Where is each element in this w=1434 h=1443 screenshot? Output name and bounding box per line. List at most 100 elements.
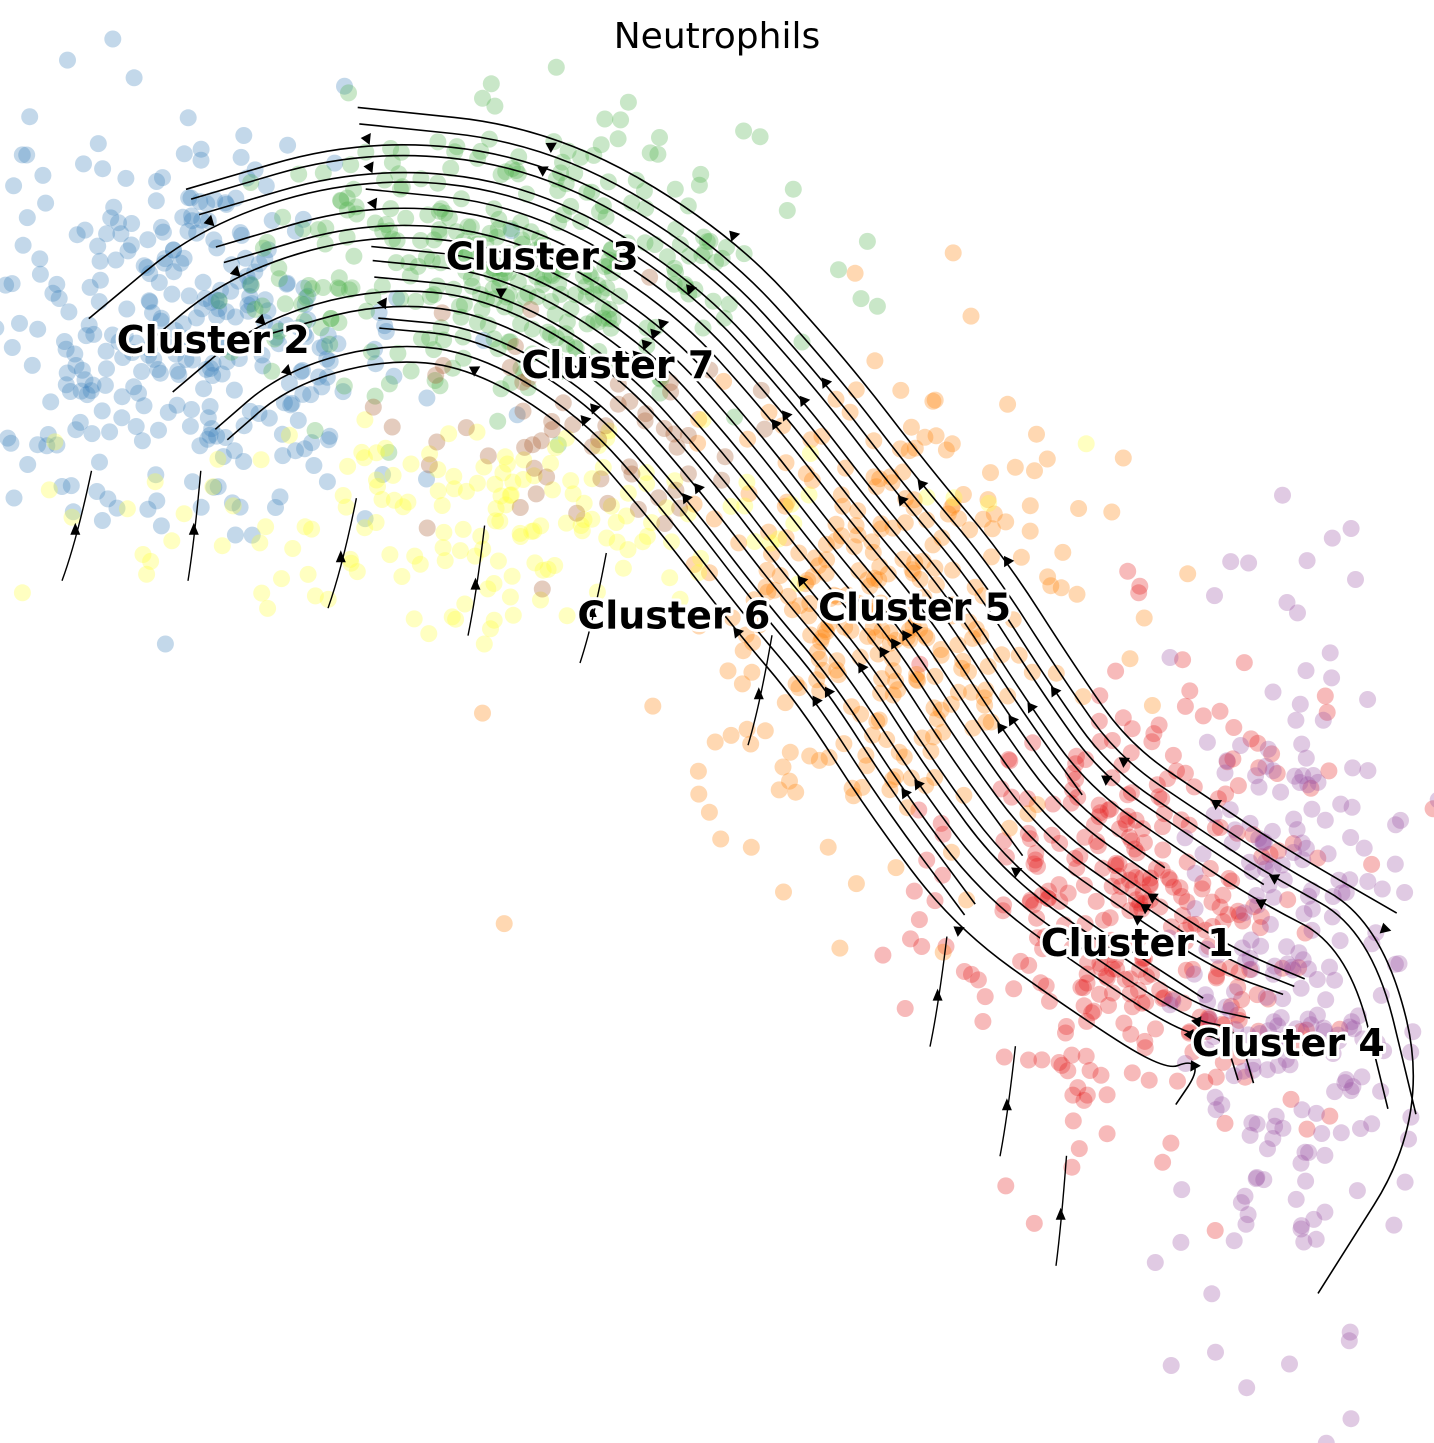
cluster-5-point	[811, 682, 829, 700]
cluster-2-point	[104, 30, 122, 48]
cluster-2-point	[274, 447, 292, 465]
cluster-2-point	[275, 394, 293, 412]
cluster-1-point	[1115, 1014, 1133, 1032]
cluster-1-point	[1150, 716, 1168, 734]
cluster-5-point	[999, 395, 1017, 413]
cluster-5-point	[928, 710, 946, 728]
cluster-4-point	[1390, 955, 1408, 973]
streamline-arrowhead	[495, 288, 507, 299]
cluster-5-point	[884, 519, 902, 537]
cluster-2-point	[237, 249, 254, 267]
cluster-4-point	[1293, 1101, 1311, 1119]
cluster-3-point	[549, 436, 567, 454]
cluster-5-point	[871, 558, 889, 576]
cluster-7-point	[516, 438, 534, 456]
cluster-3-point	[348, 205, 366, 223]
cluster-label-6: Cluster 6	[577, 594, 770, 638]
cluster-1-point	[874, 946, 892, 964]
cluster-3-point	[531, 230, 549, 247]
cluster-2-point	[296, 440, 314, 458]
cluster-4-point	[1164, 992, 1182, 1010]
cluster-3-point	[474, 89, 491, 107]
cluster-1-point	[1092, 1066, 1110, 1084]
cluster-2-point	[374, 466, 392, 483]
cluster-6-point	[213, 537, 231, 555]
cluster-4-point	[1298, 552, 1316, 570]
cluster-5-point	[1039, 568, 1057, 586]
cluster-1-point	[1012, 952, 1030, 970]
cluster-3-point	[419, 206, 437, 224]
cluster-4-point	[1185, 965, 1203, 983]
cluster-6-point	[487, 512, 504, 530]
cluster-2-point	[320, 431, 337, 449]
cluster-5-point	[776, 497, 794, 515]
cluster-6-point	[657, 499, 675, 517]
cluster-6-point	[544, 481, 561, 499]
cluster-3-point	[321, 335, 339, 353]
cluster-2-point	[62, 477, 80, 495]
cluster-2-point	[267, 499, 284, 516]
streamline-arrowhead	[1109, 949, 1122, 960]
streamline-arrowhead	[590, 403, 601, 415]
cluster-5-point	[905, 491, 923, 509]
cluster-4-point	[1277, 1051, 1295, 1068]
cluster-4-point	[1293, 1217, 1310, 1235]
cluster-6-point	[356, 411, 374, 429]
cluster-6-point	[572, 517, 590, 534]
cluster-5-point	[906, 553, 924, 571]
cluster-6-point	[341, 550, 359, 568]
streamline-15	[261, 305, 1255, 1084]
cluster-6-point	[367, 444, 385, 462]
cluster-4-point	[1243, 863, 1261, 880]
cluster-5-point	[861, 577, 879, 595]
cluster-3-point	[413, 330, 430, 348]
cluster-1-point	[1005, 980, 1023, 998]
streamline-arrowhead	[799, 395, 811, 408]
cluster-5-point	[799, 571, 817, 589]
cluster-2-point	[108, 499, 126, 517]
cluster-2-point	[165, 263, 183, 281]
cluster-7-point	[621, 393, 639, 410]
cluster-4-point	[1241, 1126, 1259, 1144]
cluster-1-point	[1181, 682, 1199, 700]
cluster-1-point	[910, 911, 928, 929]
cluster-2-point	[205, 231, 223, 249]
cluster-5-point	[985, 505, 1003, 523]
streamline-arrowhead	[902, 630, 913, 642]
cluster-1-point	[1076, 828, 1094, 846]
cluster-4-point	[1274, 486, 1291, 504]
cluster-2-point	[217, 303, 235, 321]
cluster-7-point	[554, 394, 572, 412]
cluster-3-point	[432, 200, 450, 218]
cluster-1-point	[1424, 800, 1434, 818]
cluster-2-point	[241, 274, 259, 292]
cluster-4-point	[1343, 1013, 1361, 1031]
cluster-2-point	[102, 209, 120, 227]
cluster-6-point	[602, 497, 620, 515]
streamline-2	[359, 123, 1415, 1294]
cluster-4-point	[1331, 932, 1349, 950]
cluster-1-point	[1136, 1039, 1154, 1057]
streamline-arrowhead	[470, 577, 481, 590]
cluster-1-point	[1154, 841, 1172, 859]
cluster-4-point	[1324, 1045, 1342, 1062]
streamline-10	[131, 237, 1295, 988]
cluster-2-point	[144, 304, 161, 322]
cluster-3-point	[604, 310, 622, 328]
cluster-5-point	[1121, 650, 1139, 668]
cluster-7-point	[661, 374, 679, 392]
cluster-4-point	[1251, 1025, 1269, 1042]
cluster-label-5: Cluster 5	[818, 585, 1011, 629]
cluster-3-point	[778, 202, 796, 219]
cluster-5-point	[802, 626, 820, 644]
cluster-1-point	[1107, 854, 1125, 872]
cluster-3-point	[503, 160, 521, 177]
cluster-1-point	[969, 971, 987, 989]
cluster-1-point	[1122, 862, 1140, 880]
cluster-6-point	[368, 471, 385, 489]
cluster-2-point	[208, 239, 226, 257]
cluster-4-point	[1198, 1041, 1216, 1059]
cluster-5-point	[902, 418, 920, 436]
cluster-2-point	[183, 337, 201, 355]
cluster-4-point	[1262, 1040, 1280, 1058]
